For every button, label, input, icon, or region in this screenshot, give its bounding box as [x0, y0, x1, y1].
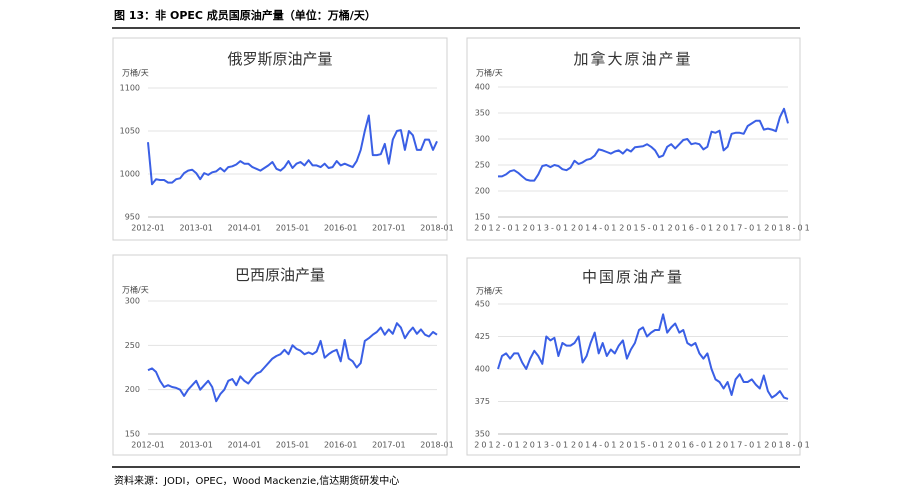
- x-tick-label: 2017-01: [372, 441, 405, 450]
- x-tick-label: 2014-01: [571, 441, 618, 450]
- chart-title: 加拿大原油产量: [573, 50, 692, 68]
- data-line: [147, 322, 438, 403]
- y-tick-label: 400: [475, 365, 490, 374]
- x-tick-label: 2014-01: [228, 224, 261, 233]
- x-tick-label: 2013-01: [523, 224, 570, 233]
- x-tick-label: 2017-01: [372, 224, 405, 233]
- x-tick-label: 2012-01: [474, 224, 521, 233]
- panel-frame: [466, 257, 801, 456]
- x-tick-label: 2015-01: [619, 441, 666, 450]
- y-tick-label: 300: [125, 297, 140, 306]
- x-tick-label: 2012-01: [474, 441, 521, 450]
- y-tick-label: 350: [475, 430, 490, 439]
- y-tick-label: 425: [475, 332, 490, 341]
- y-tick-label: 150: [125, 430, 140, 439]
- x-tick-label: 2016-01: [668, 441, 715, 450]
- y-tick-label: 400: [475, 83, 490, 92]
- data-line: [497, 313, 789, 400]
- y-tick-label: 1000: [120, 170, 140, 179]
- y-tick-label: 350: [475, 109, 490, 118]
- chart-title: 巴西原油产量: [235, 266, 325, 284]
- y-tick-label: 250: [475, 161, 490, 170]
- x-tick-label: 2018-01: [420, 441, 453, 450]
- x-tick-label: 2016-01: [324, 224, 357, 233]
- x-tick-label: 2018-01: [420, 224, 453, 233]
- panel-frame: [112, 37, 448, 241]
- x-tick-label: 2013-01: [179, 441, 212, 450]
- x-tick-label: 2015-01: [276, 441, 309, 450]
- figure-title: 图 13：非 OPEC 成员国原油产量（单位：万桶/天）: [114, 8, 376, 22]
- y-tick-label: 950: [125, 213, 140, 222]
- x-tick-label: 2017-01: [716, 224, 763, 233]
- y-tick-label: 1100: [120, 84, 140, 93]
- y-tick-label: 300: [475, 135, 490, 144]
- x-tick-label: 2016-01: [324, 441, 357, 450]
- source-note: 资料来源：JODI，OPEC，Wood Mackenzie,信达期货研发中心: [114, 474, 399, 487]
- data-line: [147, 114, 438, 186]
- y-tick-label: 200: [125, 385, 140, 394]
- chart-title: 中国原油产量: [582, 268, 684, 286]
- x-tick-label: 2012-01: [131, 224, 164, 233]
- data-line: [498, 107, 789, 182]
- panel-frame: [112, 254, 448, 456]
- x-tick-label: 2014-01: [571, 224, 618, 233]
- x-tick-label: 2018-01: [764, 224, 811, 233]
- y-tick-label: 450: [475, 300, 490, 309]
- x-tick-label: 2014-01: [228, 441, 261, 450]
- x-tick-label: 2013-01: [179, 224, 212, 233]
- x-tick-label: 2013-01: [523, 441, 570, 450]
- y-axis-unit: 万桶/天: [122, 285, 149, 295]
- chart-title: 俄罗斯原油产量: [227, 50, 332, 68]
- panel-frame: [466, 37, 801, 241]
- y-axis-unit: 万桶/天: [476, 286, 503, 296]
- y-tick-label: 150: [475, 213, 490, 222]
- x-tick-label: 2016-01: [668, 224, 715, 233]
- x-tick-label: 2018-01: [764, 441, 811, 450]
- y-axis-unit: 万桶/天: [476, 68, 503, 78]
- y-tick-label: 1050: [120, 127, 140, 136]
- y-tick-label: 375: [475, 397, 490, 406]
- x-tick-label: 2017-01: [716, 441, 763, 450]
- x-tick-label: 2012-01: [131, 441, 164, 450]
- x-tick-label: 2015-01: [276, 224, 309, 233]
- y-tick-label: 250: [125, 341, 140, 350]
- y-tick-label: 200: [475, 187, 490, 196]
- y-axis-unit: 万桶/天: [122, 68, 149, 78]
- x-tick-label: 2015-01: [619, 224, 666, 233]
